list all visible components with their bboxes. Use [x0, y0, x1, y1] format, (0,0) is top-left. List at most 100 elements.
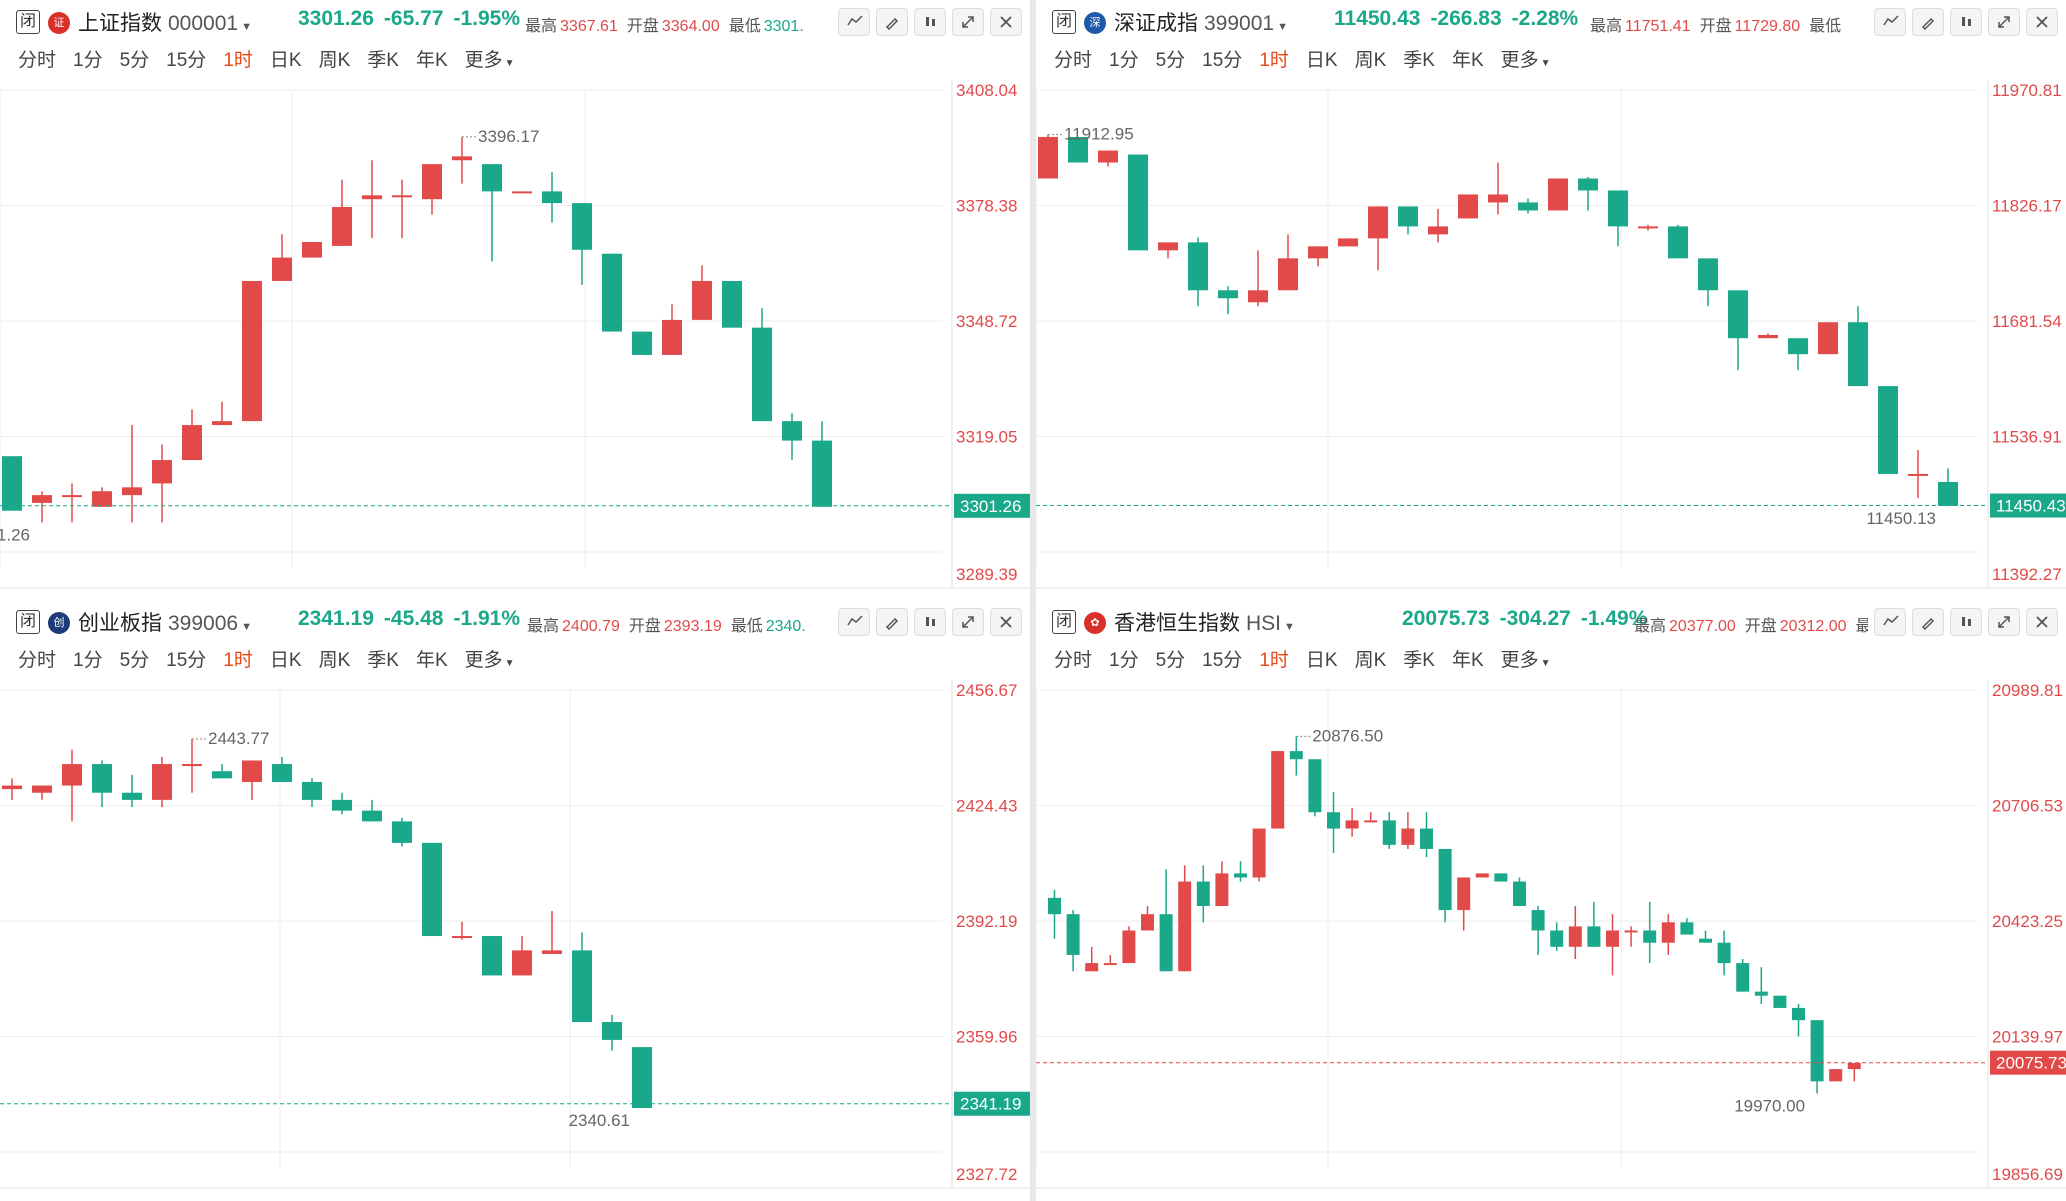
chart-panel-3: 闭 ✿ 香港恒生指数 HSI ▼ 20075.73 -304.27 -1.49% 最高 20377… — [1036, 600, 2066, 1201]
tab-timeframe[interactable]: 1时 — [1259, 645, 1289, 672]
close-button[interactable] — [2026, 8, 2058, 36]
kline-chart[interactable]: 20876.50 19970.00 20989.81 20706.53 20423.25… — [1036, 680, 2066, 1198]
tab-timeframe[interactable]: 1时 — [223, 645, 253, 672]
tab-timeframe[interactable]: 日K — [270, 645, 302, 672]
tab-timeframe[interactable]: 1分 — [1109, 45, 1139, 72]
tab-label: 15分 — [1202, 50, 1243, 71]
candle-body — [722, 280, 742, 328]
expand-button[interactable] — [952, 8, 984, 36]
tab-timeframe[interactable]: 周K — [1355, 45, 1387, 72]
tab-timeframe[interactable]: 15分 — [1202, 45, 1242, 72]
close-button[interactable] — [990, 8, 1022, 36]
max-price-label: 20876.50 — [1312, 726, 1383, 745]
tab-label: 5分 — [119, 650, 150, 671]
expand-button[interactable] — [1988, 608, 2020, 636]
draw-pen-button[interactable] — [876, 8, 908, 36]
tab-timeframe[interactable]: 日K — [1306, 645, 1338, 672]
tab-timeframe[interactable]: 1时 — [1259, 45, 1289, 72]
line-chart-button[interactable] — [838, 8, 870, 36]
candle-body — [1289, 751, 1303, 760]
index-name-selector[interactable]: 上证指数 000001 ▼ — [78, 7, 252, 37]
tab-label: 1分 — [73, 50, 103, 71]
tab-timeframe[interactable]: 15分 — [166, 645, 206, 672]
index-name-selector[interactable]: 深证成指 399001 ▼ — [1114, 7, 1288, 37]
tab-timeframe[interactable]: 1分 — [73, 45, 103, 72]
tab-timeframe[interactable]: 分时 — [1054, 645, 1092, 672]
tab-label: 分时 — [18, 50, 57, 71]
candle-body — [62, 495, 82, 498]
line-chart-button[interactable] — [838, 608, 870, 636]
tab-timeframe[interactable]: 季K — [367, 645, 399, 672]
kline-chart[interactable]: 2443.77 2340.61 2456.67 2424.43 2392.19 2359.… — [0, 680, 1030, 1198]
candle-body — [1420, 828, 1433, 849]
candle-body — [1428, 226, 1448, 235]
candle-body — [2, 456, 22, 511]
candle-body — [1938, 481, 1958, 506]
candle-settings-button[interactable] — [1950, 608, 1982, 636]
tab-timeframe[interactable]: 周K — [319, 45, 351, 72]
tab-timeframe[interactable]: 分时 — [1054, 45, 1092, 72]
draw-pen-button[interactable] — [1912, 8, 1944, 36]
line-chart-icon — [1883, 15, 1899, 26]
line-chart-button[interactable] — [1874, 608, 1906, 636]
max-price-label: 3396.17 — [478, 127, 539, 146]
chart-panel-1: 闭深深证成指 399001 ▼ 11450.43 -266.83 -2.28% 最高 1175… — [1036, 0, 2066, 600]
candle-settings-button[interactable] — [914, 608, 946, 636]
tab-timeframe[interactable]: 周K — [1355, 645, 1387, 672]
candle-body — [1308, 759, 1322, 813]
candle-body — [1141, 914, 1154, 931]
tab-timeframe[interactable]: 更多 ▼ — [465, 645, 515, 672]
line-chart-button[interactable] — [1874, 8, 1906, 36]
tab-timeframe[interactable]: 更多 ▼ — [1501, 645, 1551, 672]
tab-timeframe[interactable]: 季K — [1403, 45, 1435, 72]
expand-icon — [962, 16, 974, 28]
candle-settings-button[interactable] — [1950, 8, 1982, 36]
tab-timeframe[interactable]: 更多 ▼ — [465, 45, 515, 72]
tab-timeframe[interactable]: 1分 — [73, 645, 103, 672]
kline-chart[interactable]: 11912.95 11450.13 11970.81 11826.17 11681.54… — [1036, 80, 2066, 598]
min-price-label: 11450.13 — [1866, 509, 1936, 528]
tab-timeframe[interactable]: 15分 — [166, 45, 206, 72]
tab-timeframe[interactable]: 年K — [416, 45, 448, 72]
tab-timeframe[interactable]: 年K — [1452, 645, 1484, 672]
tab-timeframe[interactable]: 5分 — [120, 645, 150, 672]
tab-timeframe[interactable]: 季K — [1403, 645, 1435, 672]
tab-label: 更多 — [464, 650, 503, 671]
tab-timeframe[interactable]: 1时 — [223, 45, 253, 72]
candle-body — [1829, 1069, 1843, 1082]
tab-label: 更多 — [464, 50, 503, 71]
candle-body — [242, 760, 262, 782]
tab-timeframe[interactable]: 1分 — [1109, 645, 1139, 672]
candle-body — [542, 950, 562, 954]
expand-button[interactable] — [952, 608, 984, 636]
candle-body — [242, 280, 262, 422]
tab-timeframe[interactable]: 日K — [1306, 45, 1338, 72]
index-name-selector[interactable]: 香港恒生指数 HSI ▼ — [1114, 607, 1295, 637]
kline-chart[interactable]: 3396.17 3301.26 3408.04 3378.38 3348.72 3319.… — [0, 80, 1030, 598]
expand-button[interactable] — [1988, 8, 2020, 36]
candle-body — [1215, 873, 1229, 907]
candle-body — [1661, 922, 1675, 943]
index-name-selector[interactable]: 创业板指 399006 ▼ — [78, 607, 252, 637]
close-button[interactable] — [990, 608, 1022, 636]
candle-body — [1338, 238, 1358, 247]
price-change-percent: -1.91% — [453, 607, 521, 630]
tab-timeframe[interactable]: 更多 ▼ — [1501, 45, 1551, 72]
tab-timeframe[interactable]: 5分 — [1156, 645, 1186, 672]
tab-timeframe[interactable]: 5分 — [120, 45, 150, 72]
draw-pen-button[interactable] — [876, 608, 908, 636]
tab-timeframe[interactable]: 年K — [1452, 45, 1484, 72]
candle-body — [1788, 338, 1808, 355]
candle-settings-button[interactable] — [914, 8, 946, 36]
tab-timeframe[interactable]: 日K — [270, 45, 302, 72]
tab-timeframe[interactable]: 15分 — [1202, 645, 1242, 672]
candle-body — [662, 319, 682, 355]
tab-timeframe[interactable]: 周K — [319, 645, 351, 672]
tab-timeframe[interactable]: 分时 — [18, 645, 56, 672]
tab-timeframe[interactable]: 年K — [416, 645, 448, 672]
close-button[interactable] — [2026, 608, 2058, 636]
tab-timeframe[interactable]: 5分 — [1156, 45, 1186, 72]
tab-timeframe[interactable]: 分时 — [18, 45, 56, 72]
draw-pen-button[interactable] — [1912, 608, 1944, 636]
tab-timeframe[interactable]: 季K — [367, 45, 399, 72]
